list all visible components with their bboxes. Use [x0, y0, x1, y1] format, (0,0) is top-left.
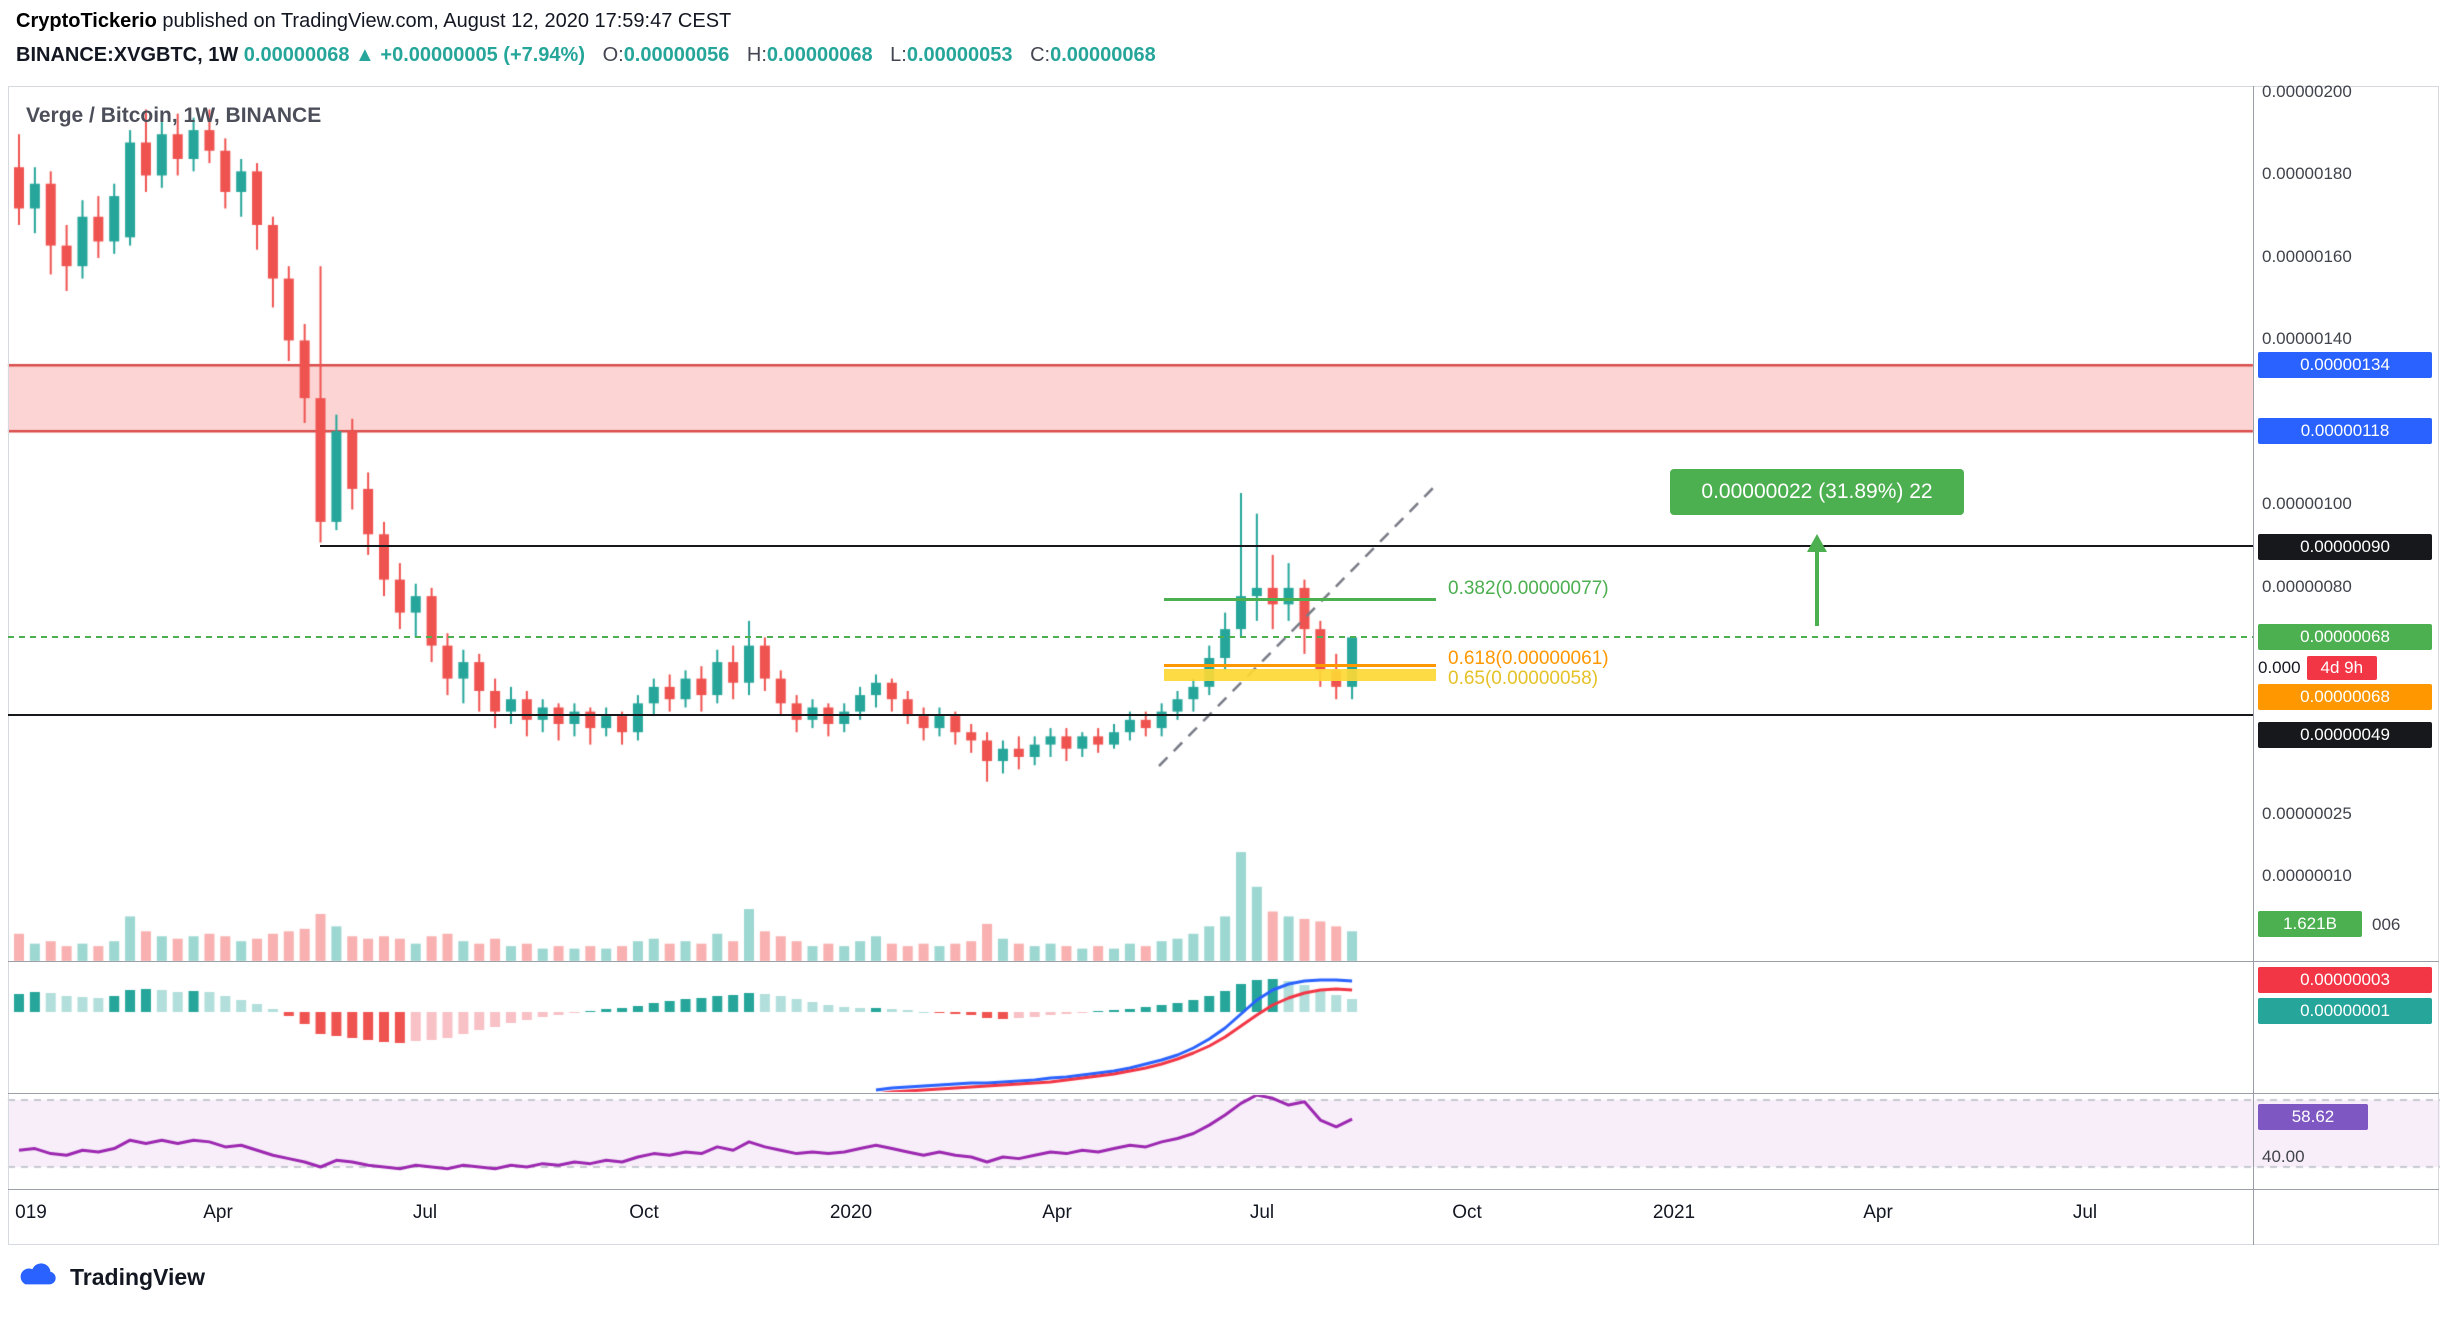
time-axis-label: Oct — [1452, 1202, 1482, 1223]
price-tick-label: 0.00000140 — [2262, 329, 2352, 349]
projection-badge[interactable]: 0.00000022 (31.89%) 22 — [1670, 469, 1964, 515]
projection-arrow-icon — [1807, 534, 1827, 626]
rsi-value-badge: 58.62 — [2258, 1104, 2368, 1130]
time-axis-label: 2021 — [1652, 1202, 1696, 1223]
fib-382-label: 0.382(0.00000077) — [1448, 578, 1609, 599]
price-tick-label: 0.00000010 — [2262, 865, 2352, 885]
cloud-icon — [20, 1263, 56, 1285]
price-tick-label: 0.00000080 — [2262, 576, 2352, 596]
last-price-line — [8, 636, 2253, 638]
price-axis-badge: 0.00000068 — [2258, 684, 2432, 710]
price-tick-label: 0.00000100 — [2262, 494, 2352, 514]
fib-382-line[interactable] — [1164, 598, 1436, 601]
price-axis-badge: 0.00000134 — [2258, 352, 2432, 379]
time-axis-label: Apr — [1042, 1202, 1072, 1223]
price-axis-badge: 0.00000068 — [2258, 624, 2432, 651]
support-line-49[interactable] — [8, 714, 2253, 716]
fib-618-label: 0.618(0.00000061) — [1448, 648, 1609, 669]
tradingview-logo[interactable]: TradingView — [16, 1262, 205, 1292]
chart-frame — [8, 86, 2439, 1245]
price-axis-partial-label: 0.000 — [2258, 658, 2301, 677]
price-axis-badge: 0.00000118 — [2258, 418, 2432, 445]
price-axis-separator — [2253, 86, 2254, 1245]
fib-618-line[interactable] — [1164, 664, 1436, 667]
bar-countdown-badge: 4d 9h — [2306, 656, 2378, 680]
fib-65-band[interactable] — [1164, 669, 1436, 681]
chart-watermark: Verge / Bitcoin, 1W, BINANCE — [26, 104, 322, 127]
time-axis-separator — [8, 1189, 2439, 1190]
logo-text: TradingView — [70, 1263, 206, 1290]
time-axis-label: Jul — [1249, 1202, 1275, 1223]
time-axis-label: Jul — [412, 1202, 438, 1223]
price-tick-label: 0.00000200 — [2262, 82, 2352, 101]
resistance-line-90[interactable] — [320, 545, 2253, 547]
time-axis-label: Jul — [2072, 1202, 2098, 1223]
price-axis-badge: 0.00000049 — [2258, 722, 2432, 748]
time-axis-label: 2020 — [829, 1202, 873, 1223]
macd-signal-badge: 0.00000003 — [2258, 967, 2432, 993]
price-axis-badge: 0.00000090 — [2258, 533, 2432, 560]
time-axis-label: 019 — [15, 1202, 47, 1223]
fib-65-label: 0.65(0.00000058) — [1448, 668, 1599, 689]
pane-separator-macd-rsi[interactable] — [8, 1093, 2439, 1094]
countdown-row: 0.000 4d 9h — [2258, 655, 2378, 681]
volume-partial-axis-label: 006 — [2372, 915, 2401, 934]
price-tick-label: 0.00000180 — [2262, 164, 2352, 184]
macd-hist-badge: 0.00000001 — [2258, 998, 2432, 1024]
time-axis-label: Apr — [1863, 1202, 1893, 1223]
price-tick-label: 0.00000160 — [2262, 246, 2352, 266]
time-axis-label: Apr — [203, 1202, 233, 1223]
price-tick-label: 0.00000025 — [2262, 803, 2352, 823]
rsi-axis-label: 40.00 — [2262, 1147, 2305, 1166]
pane-separator-volume-macd[interactable] — [8, 961, 2439, 962]
volume-axis-badge: 1.621B — [2258, 911, 2362, 937]
time-axis-label: Oct — [629, 1202, 659, 1223]
